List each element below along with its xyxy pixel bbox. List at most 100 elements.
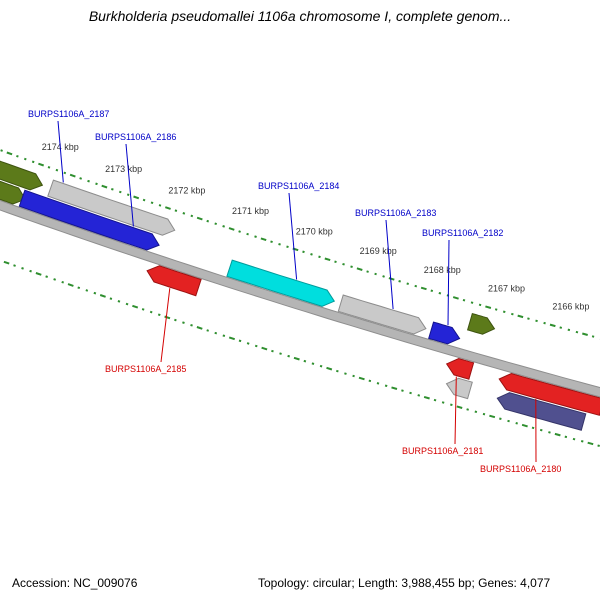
tick-mark	[157, 313, 161, 317]
tick-mark	[384, 384, 388, 388]
gene-label[interactable]: BURPS1106A_2184	[258, 181, 339, 191]
tick-mark	[591, 335, 595, 338]
gene-arrow[interactable]	[146, 265, 202, 297]
gene-label[interactable]: BURPS1106A_2186	[95, 132, 176, 142]
tick-mark	[302, 250, 305, 254]
tick-mark	[474, 410, 478, 414]
backbone-edge	[0, 209, 600, 398]
tick-mark	[279, 352, 282, 355]
tick-mark	[420, 286, 427, 291]
gene-labels: BURPS1106A_2186 BURPS1106A_2187 BURPS1106A…	[28, 109, 561, 474]
tick-mark	[521, 423, 528, 428]
tick-mark	[133, 195, 140, 200]
gene-arrow[interactable]	[466, 312, 496, 335]
tick-mark	[531, 426, 535, 430]
label-leader-line	[288, 192, 298, 280]
tick-mark	[111, 188, 114, 191]
gene-label[interactable]: BURPS1106A_2183	[355, 208, 436, 218]
tick-mark	[549, 323, 556, 328]
gene-arrow[interactable]	[47, 179, 176, 236]
tick-mark	[69, 173, 76, 178]
tick-mark	[482, 412, 486, 416]
tick-mark	[164, 315, 171, 320]
tick-mark	[368, 379, 372, 383]
tick-mark	[158, 204, 162, 207]
ruler-label: 2168 kbp	[424, 265, 461, 275]
tick-mark	[287, 354, 291, 358]
gene-label[interactable]: BURPS1106A_2185	[105, 364, 186, 374]
gene-track	[0, 160, 600, 431]
gene-label[interactable]: BURPS1106A_2182	[422, 228, 503, 238]
tick-mark	[206, 219, 210, 223]
tick-mark	[214, 331, 218, 335]
tick-mark	[286, 245, 289, 249]
tick-mark	[278, 243, 281, 246]
gene-arrow[interactable]	[496, 392, 587, 431]
tick-mark	[462, 298, 466, 302]
label-leader-line	[57, 120, 64, 183]
ruler-label: 2173 kbp	[105, 164, 142, 174]
tick-mark	[517, 314, 524, 319]
gene-arrow[interactable]	[445, 357, 475, 380]
gene-arrow[interactable]	[18, 189, 160, 251]
gene-arrow[interactable]	[0, 180, 27, 205]
tick-mark	[77, 286, 81, 290]
tick-mark	[511, 312, 514, 316]
tick-mark	[0, 149, 3, 152]
gene-arrow[interactable]	[498, 372, 600, 416]
gene-label[interactable]: BURPS1106A_2187	[28, 109, 109, 119]
tick-mark	[567, 328, 571, 332]
tick-mark	[450, 403, 453, 407]
tick-mark	[85, 289, 89, 292]
status-bar: Accession: NC_009076 Topology: circular;…	[0, 570, 600, 600]
label-leader-line	[447, 239, 450, 326]
tick-mark	[61, 280, 65, 284]
tick-mark	[548, 431, 551, 434]
tick-mark	[254, 235, 257, 238]
tick-mark	[79, 177, 83, 180]
tick-mark	[35, 272, 42, 276]
tick-mark	[238, 230, 241, 233]
gene-arrow[interactable]	[337, 294, 427, 335]
tick-mark	[182, 321, 185, 324]
tick-mark	[374, 272, 377, 276]
tick-mark	[502, 310, 506, 314]
tick-mark	[352, 374, 355, 378]
tick-mark	[13, 264, 16, 267]
tick-mark	[246, 342, 250, 345]
gene-arrow[interactable]	[0, 160, 44, 191]
tick-mark	[310, 253, 313, 256]
ruler-label: 2167 kbp	[488, 284, 525, 294]
tick-mark	[441, 401, 445, 404]
tick-mark	[336, 369, 339, 373]
tick-mark	[182, 212, 186, 215]
tick-mark	[554, 432, 561, 437]
label-leader-line	[385, 219, 394, 310]
tick-mark	[270, 240, 273, 244]
tick-mark	[417, 394, 421, 397]
tick-mark	[99, 294, 106, 298]
tick-mark	[303, 359, 307, 363]
label-leader-line	[160, 288, 171, 363]
tick-mark	[228, 336, 236, 341]
tick-mark	[398, 280, 401, 283]
gene-label[interactable]: BURPS1106A_2181	[402, 446, 483, 456]
tick-mark	[222, 225, 226, 228]
tick-mark	[271, 349, 274, 353]
tick-mark	[141, 308, 145, 311]
gene-arrow[interactable]	[445, 377, 473, 400]
gene-arrow[interactable]	[428, 321, 461, 345]
tick-mark	[55, 168, 59, 172]
gene-label[interactable]: BURPS1106A_2180	[480, 464, 561, 474]
tick-mark	[358, 376, 365, 381]
tick-mark	[456, 405, 463, 409]
tick-mark	[29, 269, 32, 273]
tick-mark	[580, 440, 584, 443]
gene-arrow[interactable]	[226, 259, 336, 307]
tick-mark	[16, 154, 19, 158]
tick-mark	[587, 441, 594, 446]
tick-mark	[164, 206, 171, 210]
tick-mark	[214, 222, 218, 226]
tick-mark	[261, 346, 268, 351]
